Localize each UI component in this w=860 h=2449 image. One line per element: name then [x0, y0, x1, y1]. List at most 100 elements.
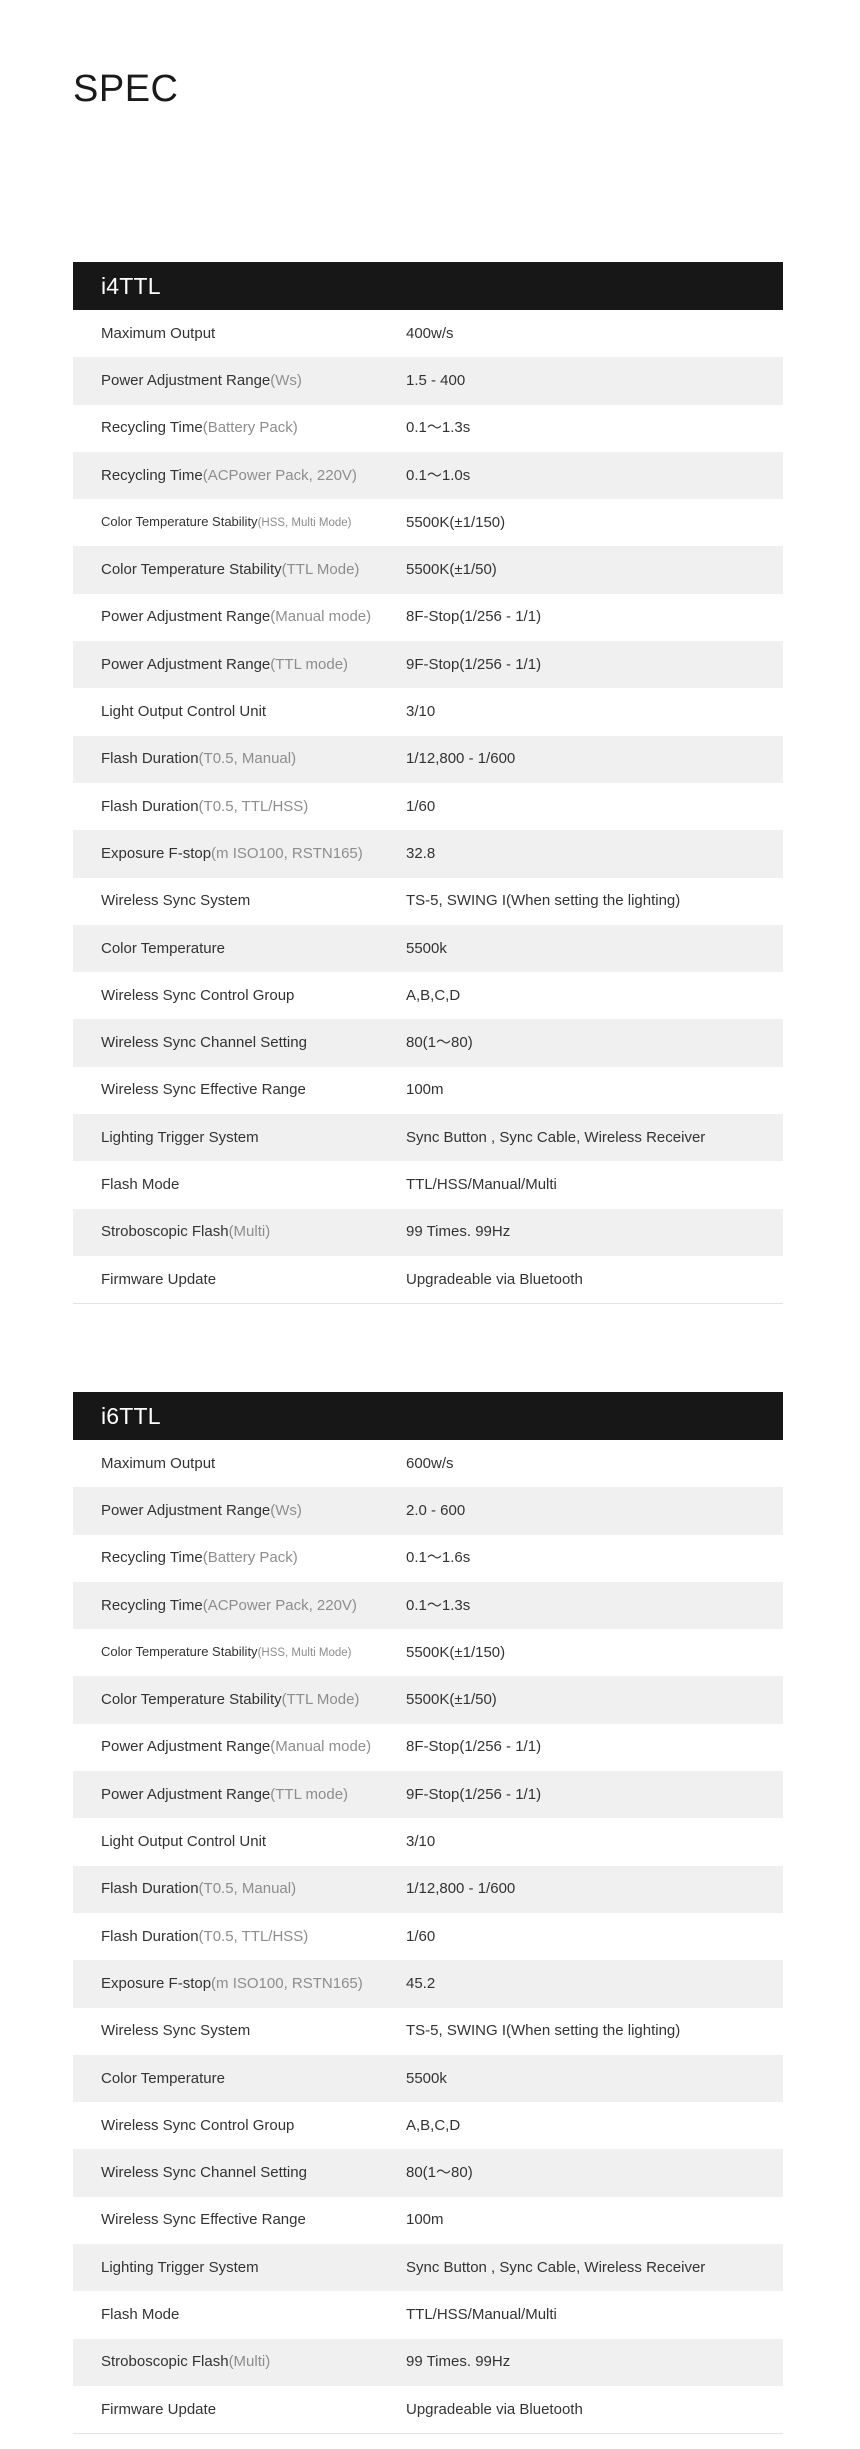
spec-row: Flash Duration(T0.5, Manual) 1/12,800 - 1… — [73, 1865, 783, 1913]
spec-row-value: 2.0 - 600 — [406, 1501, 466, 1519]
spec-row-label: Power Adjustment Range(TTL mode) — [101, 656, 406, 674]
spec-row-label-main: Wireless Sync System — [101, 892, 251, 910]
spec-row-label-qualifier: (ACPower Pack, 220V) — [202, 466, 357, 484]
spec-row: Wireless Sync Effective Range 100m — [73, 2196, 783, 2245]
spec-row: Flash Mode TTL/HSS/Manual/Multi — [73, 1161, 783, 1209]
spec-row-label-qualifier: (Ws) — [270, 1501, 302, 1519]
spec-row: Flash Duration(T0.5, Manual) 1/12,800 - 1… — [73, 735, 783, 783]
spec-row-label-qualifier: (T0.5, Manual) — [198, 1880, 297, 1898]
spec-row-value: 0.1～1.3s — [406, 1596, 471, 1614]
spec-row: Stroboscopic Flash(Multi) 99 Times. 99Hz — [73, 1208, 783, 1256]
spec-row-label-qualifier: (m ISO100, RSTN165) — [211, 1974, 363, 1992]
spec-row-label: Power Adjustment Range(Manual mode) — [101, 608, 406, 626]
spec-row-label: Power Adjustment Range(TTL mode) — [101, 1786, 406, 1804]
spec-row-label-main: Flash Duration — [101, 1880, 199, 1898]
spec-row-label: Flash Mode — [101, 1176, 406, 1194]
spec-row-label-main: Power Adjustment Range — [101, 371, 271, 389]
spec-row-label-main: Wireless Sync System — [101, 2022, 251, 2040]
spec-row-value: 99 Times. 99Hz — [406, 2353, 511, 2371]
spec-row-value: 5500K(±1/50) — [406, 1691, 497, 1709]
spec-row-label: Color Temperature Stability(TTL Mode) — [101, 561, 406, 579]
spec-row-value: 1/60 — [406, 1927, 436, 1945]
spec-row-value: 9F-Stop(1/256 - 1/1) — [406, 655, 542, 673]
spec-row-value: 5500K(±1/50) — [406, 561, 497, 579]
spec-row: Firmware Update Upgradeable via Bluetooth — [73, 1255, 783, 1304]
spec-row: Power Adjustment Range(Ws) 1.5 - 400 — [73, 357, 783, 405]
spec-row: Color Temperature Stability(TTL Mode) 550… — [73, 1676, 783, 1724]
spec-row-value: TTL/HSS/Manual/Multi — [406, 2305, 557, 2323]
spec-row-value: 5500K(±1/150) — [406, 513, 506, 531]
spec-row: Color Temperature 5500k — [73, 2054, 783, 2103]
spec-row-value: 1/60 — [406, 797, 436, 815]
spec-row-label-main: Exposure F-stop — [101, 1974, 212, 1992]
spec-row-label-main: Wireless Sync Channel Setting — [101, 1034, 307, 1052]
spec-row-value: Sync Button , Sync Cable, Wireless Recei… — [406, 2258, 706, 2276]
spec-row: Stroboscopic Flash(Multi) 99 Times. 99Hz — [73, 2338, 783, 2386]
spec-row-label-main: Wireless Sync Effective Range — [101, 1081, 306, 1099]
spec-row-label-main: Recycling Time — [101, 1596, 203, 1614]
spec-row: Wireless Sync Channel Setting 80(1～80) — [73, 1019, 783, 1067]
spec-row-label: Power Adjustment Range(Manual mode) — [101, 1738, 406, 1756]
spec-row-label-main: Color Temperature Stability — [101, 514, 258, 530]
spec-row-label-qualifier: (Battery Pack) — [202, 419, 298, 437]
spec-row-value: 8F-Stop(1/256 - 1/1) — [406, 608, 542, 626]
spec-row: Color Temperature Stability(TTL Mode) 550… — [73, 546, 783, 594]
spec-row-label-main: Flash Mode — [101, 1175, 180, 1193]
spec-row-label: Wireless Sync Effective Range — [101, 2211, 406, 2229]
spec-row-label-main: Color Temperature Stability — [101, 1691, 282, 1709]
spec-row-label: Light Output Control Unit — [101, 1833, 406, 1851]
spec-row-label-main: Wireless Sync Effective Range — [101, 2211, 306, 2229]
spec-row-label-qualifier: (Multi) — [228, 2353, 271, 2371]
spec-row-label: Stroboscopic Flash(Multi) — [101, 1223, 406, 1241]
spec-row-label: Wireless Sync Control Group — [101, 2117, 406, 2135]
spec-row: Light Output Control Unit 3/10 — [73, 1818, 783, 1866]
spec-row-label-main: Light Output Control Unit — [101, 1833, 267, 1851]
spec-row-label: Flash Mode — [101, 2306, 406, 2324]
spec-row-label-main: Wireless Sync Control Group — [101, 986, 295, 1004]
spec-row-label-main: Maximum Output — [101, 324, 216, 342]
spec-row-label-main: Color Temperature Stability — [101, 561, 282, 579]
spec-row-label-qualifier: (Manual mode) — [270, 608, 372, 626]
spec-row-value: 0.1～1.0s — [406, 466, 471, 484]
spec-row-label-main: Recycling Time — [101, 1549, 203, 1567]
spec-row-label-main: Power Adjustment Range — [101, 1501, 271, 1519]
spec-row-label: Wireless Sync Channel Setting — [101, 2164, 406, 2182]
spec-row-value: 9F-Stop(1/256 - 1/1) — [406, 1785, 542, 1803]
spec-row-label-main: Recycling Time — [101, 466, 203, 484]
spec-row-label: Color Temperature Stability(HSS, Multi M… — [101, 514, 406, 531]
spec-row-label-main: Lighting Trigger System — [101, 1128, 259, 1146]
spec-row-label-qualifier: (T0.5, TTL/HSS) — [198, 1927, 309, 1945]
spec-row: Wireless Sync Control Group A,B,C,D — [73, 972, 783, 1020]
spec-row: Lighting Trigger System Sync Button , Syn… — [73, 1114, 783, 1162]
spec-row: Exposure F-stop(m ISO100, RSTN165) 32.8 — [73, 830, 783, 878]
spec-table-header: i4TTL — [73, 262, 783, 310]
spec-row: Flash Duration(T0.5, TTL/HSS) 1/60 — [73, 1912, 783, 1961]
spec-row-label-qualifier: (ACPower Pack, 220V) — [202, 1596, 357, 1614]
spec-row-label-main: Color Temperature — [101, 939, 225, 957]
spec-row: Recycling Time(ACPower Pack, 220V) 0.1～1.… — [73, 451, 783, 500]
spec-row: Color Temperature Stability(HSS, Multi M… — [73, 1629, 783, 1677]
spec-table-i6ttl: i6TTL Maximum Output 600w/s Power Adjustmen… — [73, 1392, 783, 2435]
spec-row: Power Adjustment Range(TTL mode) 9F-Stop(… — [73, 1771, 783, 1819]
spec-row-label-qualifier: (TTL mode) — [270, 1785, 349, 1803]
spec-row-label: Power Adjustment Range(Ws) — [101, 372, 406, 390]
spec-row-label-main: Stroboscopic Flash — [101, 2353, 229, 2371]
spec-row-label: Wireless Sync System — [101, 892, 406, 910]
spec-row-label-main: Firmware Update — [101, 1270, 217, 1288]
spec-row-value: 3/10 — [406, 1833, 436, 1851]
spec-row-label-qualifier: (TTL Mode) — [281, 1691, 360, 1709]
spec-row-label: Color Temperature — [101, 2070, 406, 2088]
spec-row: Power Adjustment Range(Manual mode) 8F-St… — [73, 593, 783, 642]
spec-table-header: i6TTL — [73, 1392, 783, 1440]
spec-row: Color Temperature Stability(HSS, Multi M… — [73, 499, 783, 547]
spec-row-label-main: Flash Duration — [101, 797, 199, 815]
spec-row-value: 8F-Stop(1/256 - 1/1) — [406, 1738, 542, 1756]
spec-row-label-qualifier: (T0.5, Manual) — [198, 750, 297, 768]
spec-row-label: Light Output Control Unit — [101, 703, 406, 721]
spec-row-label: Recycling Time(Battery Pack) — [101, 419, 406, 437]
spec-row-value: 80(1～80) — [406, 2164, 473, 2182]
spec-row-label-qualifier: (Multi) — [228, 1223, 271, 1241]
spec-row: Wireless Sync System TS-5, SWING I(When s… — [73, 877, 783, 925]
spec-table-bottom-divider — [73, 2433, 783, 2435]
